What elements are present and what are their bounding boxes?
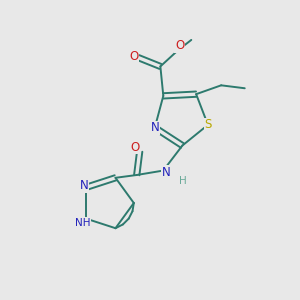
Text: O: O xyxy=(129,50,139,63)
Text: S: S xyxy=(204,118,211,131)
Text: N: N xyxy=(162,166,171,178)
Text: NH: NH xyxy=(75,218,91,228)
Text: H: H xyxy=(178,176,186,186)
Text: O: O xyxy=(175,39,184,52)
Text: N: N xyxy=(150,121,159,134)
Text: O: O xyxy=(130,140,140,154)
Text: N: N xyxy=(80,179,89,193)
